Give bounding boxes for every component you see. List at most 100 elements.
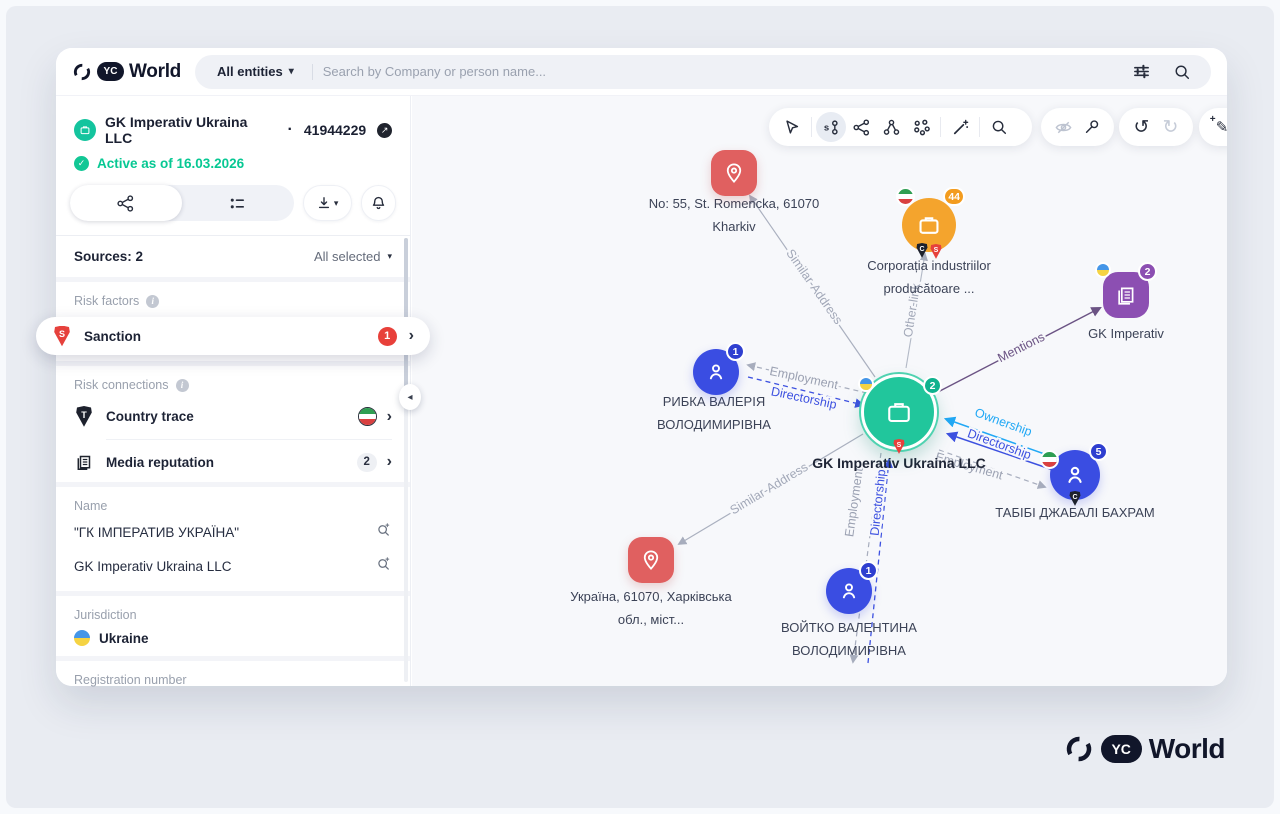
hide-elements-button[interactable] [1049,112,1078,142]
sidebar-scrollbar-thumb[interactable] [404,238,408,390]
node-center-company[interactable]: 2 S [858,374,942,454]
ukraine-flag-icon [74,630,90,646]
person-icon [1068,466,1082,483]
check-circle-icon: ✓ [74,156,89,171]
chevron-right-icon: › [408,327,414,344]
node-label-address-top: No: 55, St. Romencka, 61070 Kharkiv [648,196,820,234]
graph-search-button[interactable] [984,112,1014,142]
search-by-name-icon[interactable] [375,521,392,543]
graph-toolbar-annotate: ✎ + [1199,108,1227,146]
risk-connections-title: Risk connections [74,378,169,392]
media-reputation-row[interactable]: Media reputation 2 › [56,442,410,482]
download-button[interactable]: ▾ [302,185,352,221]
sanction-shield-badge: S [930,244,942,259]
edge-label-ownership: Ownership [973,405,1034,439]
caret-down-icon: ▾ [387,251,392,261]
entity-scope-dropdown[interactable]: All entities ▾ [209,64,302,79]
tab-list-view[interactable] [182,185,294,221]
edge-mentions [935,307,1102,394]
entity-status: Active as of 16.03.2026 [97,156,245,171]
registration-title: Registration number [74,673,187,687]
node-voitko[interactable]: 1 [826,561,878,614]
edge-label-directorship-rybka: Directorship [770,384,838,412]
sanction-row[interactable]: S Sanction 1 › [36,317,430,355]
view-toggle [70,185,294,221]
layout-force-button[interactable] [846,112,876,142]
count-badge: 5 [1089,442,1108,461]
search-input[interactable] [322,64,1122,79]
graph-toolbar-history: ↺ ↻ [1119,108,1193,146]
count-badge: 44 [943,187,965,206]
graph-edges: Similar-Address Other-link Mentions Empl… [677,194,1102,664]
layout-cluster-button[interactable] [906,112,936,142]
divider [106,439,392,440]
country-trace-label: Country trace [106,409,194,424]
edge-employment-rybka [746,362,868,394]
company-icon [74,119,96,141]
layout-hierarchy-button[interactable] [876,112,906,142]
graph-canvas[interactable]: Similar-Address Other-link Mentions Empl… [412,96,1227,686]
node-address-top[interactable] [711,150,757,196]
edge-label-employment-voitko: Employment [842,467,866,538]
jurisdiction-title: Jurisdiction [74,608,137,622]
node-tabibi[interactable]: 5 C [1040,442,1108,506]
edge-similar-address-bottom [677,433,864,545]
name-value-en: GK Imperativ Ukraina LLC [74,558,232,574]
node-gk-imperativ-media[interactable]: 2 [1095,262,1157,318]
country-trace-row[interactable]: T Country trace › [56,396,410,437]
pointer-tool-button[interactable] [777,112,807,142]
app-window: YC World All entities ▾ [36,48,1227,687]
briefcase-icon [888,403,910,423]
count-badge: 2 [1138,262,1157,281]
name-value-uk: "ГК ІМПЕРАТИВ УКРАЇНА" [74,524,240,540]
filter-tune-icon[interactable] [1132,62,1151,81]
logo-ring-icon [1066,736,1091,762]
node-label-address-bottom: Україна, 61070, Харківська обл., міст... [570,589,732,627]
count-badge: 1 [726,342,745,361]
search-by-name-icon[interactable] [375,555,392,577]
caret-down-icon: ▾ [288,66,294,77]
logo-yc-badge: YC [1100,735,1142,763]
risk-factors-title: Risk factors [74,294,140,308]
layout-s-curve-button[interactable]: s [816,112,846,142]
pin-elements-button[interactable] [1078,112,1107,142]
svg-text:s: s [823,122,828,133]
redo-button[interactable]: ↻ [1162,116,1179,138]
node-label-voitko: ВОЙТКО ВАЛЕНТИНА ВОЛОДИМИРІВНА [781,620,917,658]
add-annotation-button[interactable]: ✎ + [1209,113,1227,136]
bell-icon [372,196,385,209]
logo-ring-icon [73,63,91,80]
iran-flag-badge [896,187,915,206]
node-address-bottom[interactable] [628,537,674,583]
notifications-button[interactable] [360,185,397,221]
info-icon[interactable]: i [146,294,160,308]
logo-yc-badge: YC [97,62,124,81]
person-icon [842,583,856,599]
tab-graph-view[interactable] [70,185,182,221]
footer-logo: YC World [1064,733,1226,765]
iran-flag-badge [1040,450,1059,469]
node-corporatia[interactable]: 44 C S [896,187,965,259]
sidebar-collapse-button[interactable]: ◂ [399,384,421,410]
magic-style-button[interactable] [945,112,975,142]
entity-scope-label: All entities [216,64,283,79]
sanction-count-badge: 1 [377,326,397,346]
briefcase-icon [919,217,939,234]
count-badge: 1 [859,561,878,580]
node-label-rybka: РИБКА ВАЛЕРІЯ ВОЛОДИМИРІВНА [657,394,771,432]
node-label-center-company: GK Imperativ Ukraina LLC [812,455,986,471]
section-divider [56,361,410,366]
section-divider [56,656,410,661]
node-rybka[interactable]: 1 [693,342,745,395]
external-link-icon[interactable]: ↗ [377,122,392,138]
search-icon[interactable] [1173,63,1191,81]
info-icon[interactable]: i [175,378,189,392]
logo-wordmark: World [129,60,181,82]
section-divider [56,591,410,596]
sources-selection-dropdown[interactable]: All selected ▾ [313,249,392,264]
global-search-bar: All entities ▾ [194,54,1211,89]
country-shield-badge: C [916,243,928,258]
undo-button[interactable]: ↺ [1133,116,1150,138]
jurisdiction-value: Ukraine [99,630,149,646]
location-pin-icon [643,550,659,570]
